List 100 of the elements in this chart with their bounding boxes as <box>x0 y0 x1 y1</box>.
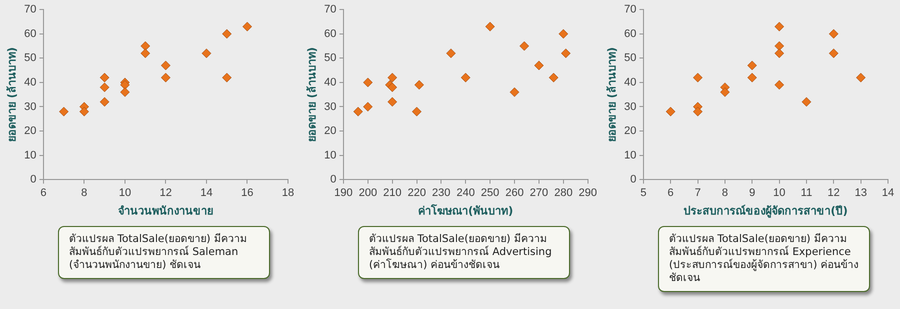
x-tick-label: 270 <box>530 187 548 200</box>
y-tick-label: 60 <box>624 28 636 40</box>
point <box>520 41 530 51</box>
y-tick-label: 10 <box>24 149 36 162</box>
point <box>79 106 89 116</box>
x-tick-label: 14 <box>882 187 894 200</box>
x-tick-label: 10 <box>118 187 132 200</box>
point <box>120 87 130 97</box>
x-tick-label: 10 <box>773 187 786 200</box>
x-tick-label: 14 <box>200 187 213 200</box>
point <box>363 78 373 88</box>
point <box>774 80 784 90</box>
point <box>774 22 784 32</box>
y-tick-label: 70 <box>624 4 636 16</box>
point <box>485 22 495 32</box>
y-tick-label: 0 <box>630 174 636 186</box>
y-tick-label: 50 <box>624 52 636 64</box>
x-tick-label: 230 <box>432 187 450 200</box>
point <box>414 80 424 90</box>
point <box>693 106 703 116</box>
point <box>561 48 571 58</box>
point <box>202 48 212 58</box>
y-tick-label: 40 <box>324 76 336 88</box>
point <box>388 97 398 107</box>
text: ตัวแปรผล TotalSale(ยอดขาย) มีความสัมพันธ์กับตัวแปรพยากรณ์ Advertising (ค่าโฆษณา) ค่อนข้างชัดเจน <box>358 226 570 279</box>
point <box>100 72 110 82</box>
x-tick-label: 200 <box>358 187 378 200</box>
x-tick-label: 190 <box>334 187 353 200</box>
y-tick-label: 40 <box>24 76 36 88</box>
point <box>460 72 470 82</box>
point <box>120 80 130 90</box>
x-axis-title: ค่าโฆษณา(พันบาท) <box>418 203 514 218</box>
point <box>222 29 232 39</box>
y-tick-label: 20 <box>624 125 636 138</box>
x-tick-label: 8 <box>722 187 728 200</box>
x-tick-label: 220 <box>408 187 426 200</box>
x-axis-title: จำนวนพนักงานขาย <box>118 204 214 218</box>
point <box>353 106 363 116</box>
text: ตัวแปรผล TotalSale(ยอดขาย) มีความสัมพันธ์กับตัวแปรพยากรณ์ Saleman (จำนวนพนักงานขาย) ชัดเจน <box>58 226 270 279</box>
point <box>446 48 456 58</box>
y-tick-label: 30 <box>24 100 36 113</box>
y-tick-label: 10 <box>624 149 636 162</box>
point <box>100 97 110 107</box>
point <box>774 48 784 58</box>
y-tick-label: 0 <box>30 174 36 186</box>
point <box>222 72 232 82</box>
x-tick-label: 8 <box>81 187 88 200</box>
point <box>828 48 838 58</box>
point <box>747 72 757 82</box>
x-tick-label: 6 <box>668 187 674 200</box>
x-tick-label: 250 <box>480 187 500 200</box>
text: ตัวแปรผล TotalSale(ยอดขาย) มีความสัมพันธ์กับตัวแปรพยากรณ์ Experience (ประสบการณ์ของผู้จัดการสาขา) ค่อนข้างชัดเจน <box>658 226 870 292</box>
point <box>558 29 568 39</box>
x-tick-label: 12 <box>828 187 840 200</box>
point <box>720 87 730 97</box>
x-tick-label: 13 <box>854 187 867 200</box>
point <box>160 72 170 82</box>
y-tick-label: 50 <box>24 52 36 64</box>
point <box>802 97 812 107</box>
point <box>140 41 150 51</box>
x-tick-label: 11 <box>800 187 812 200</box>
x-axis-title: ประสบการณ์ของผู้จัดการสาขา(ปี) <box>684 204 848 218</box>
x-tick-label: 210 <box>383 187 402 200</box>
point <box>363 102 373 112</box>
y-tick-label: 0 <box>330 174 336 186</box>
point <box>856 72 866 82</box>
point <box>412 106 422 116</box>
y-tick-label: 30 <box>624 100 636 113</box>
point <box>666 106 676 116</box>
x-tick-label: 240 <box>456 187 475 200</box>
x-tick-label: 280 <box>554 187 573 200</box>
y-tick-label: 50 <box>324 52 336 64</box>
point <box>693 72 703 82</box>
point <box>388 82 398 92</box>
point <box>747 60 757 70</box>
y-tick-label: 70 <box>24 4 36 16</box>
point <box>828 29 838 39</box>
x-tick-label: 7 <box>694 187 701 200</box>
point <box>548 72 558 82</box>
x-tick-label: 5 <box>640 187 646 200</box>
y-tick-label: 40 <box>624 76 636 88</box>
x-tick-label: 16 <box>241 187 254 200</box>
point <box>160 60 170 70</box>
point <box>100 82 110 92</box>
y-tick-label: 70 <box>324 4 336 16</box>
point <box>242 22 252 32</box>
x-tick-label: 6 <box>40 187 46 200</box>
y-axis-title: ยอดขาย (ล้านบาท) <box>605 47 618 142</box>
point <box>140 48 150 58</box>
point <box>774 41 784 51</box>
y-axis-title: ยอดขาย (ล้านบาท) <box>5 47 18 142</box>
y-tick-label: 20 <box>324 125 336 138</box>
point <box>510 87 520 97</box>
point <box>534 60 544 70</box>
y-tick-label: 60 <box>324 28 336 40</box>
x-tick-label: 12 <box>160 187 172 200</box>
x-tick-label: 9 <box>749 187 756 200</box>
y-tick-label: 60 <box>24 28 36 40</box>
x-tick-label: 260 <box>505 187 524 200</box>
y-tick-label: 30 <box>324 100 336 113</box>
